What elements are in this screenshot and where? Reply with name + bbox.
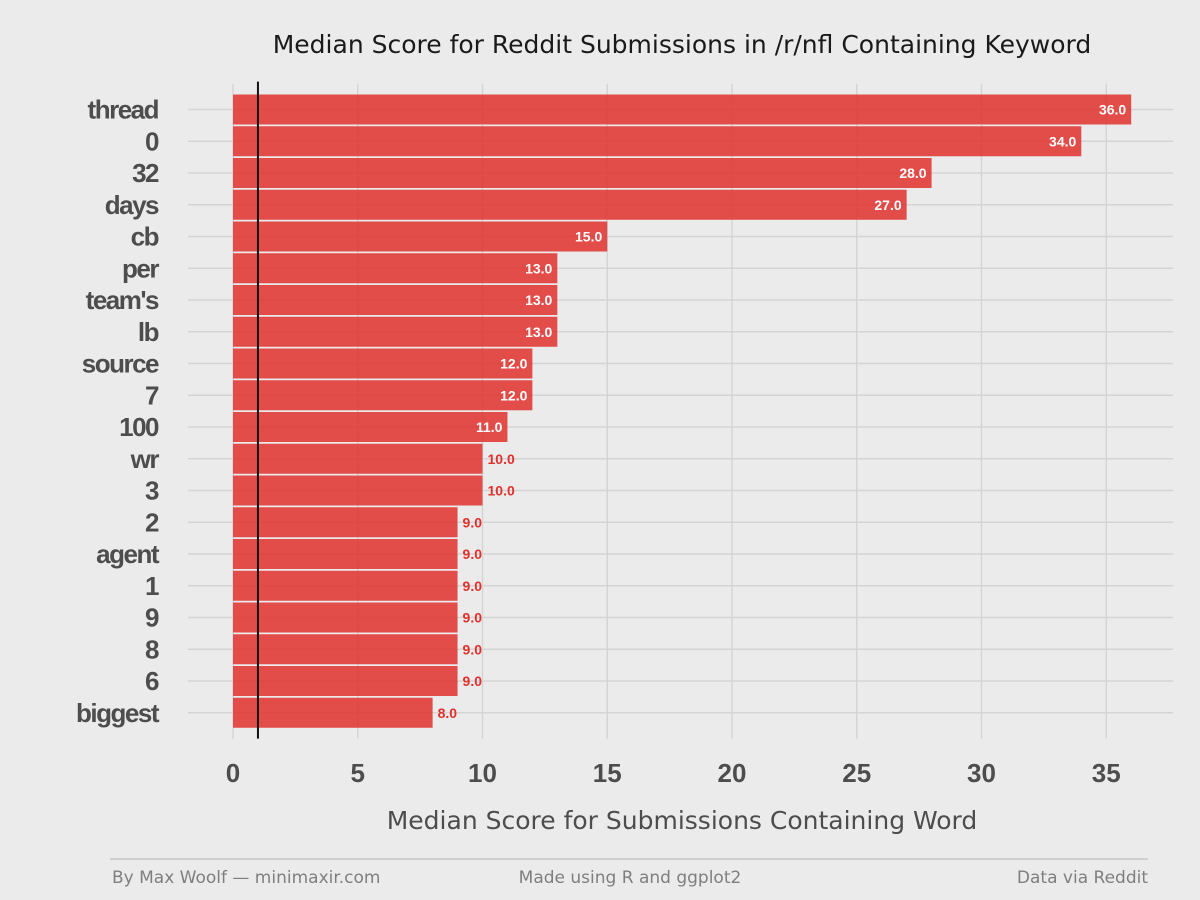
bar <box>233 507 458 538</box>
y-tick-label: biggest <box>76 698 160 728</box>
x-axis-tick-labels: 0 5 10 15 20 25 30 35 <box>226 758 1121 788</box>
y-axis-labels: thread032dayscbperteam'slbsource7100wr32… <box>76 95 161 728</box>
footer-tool: Made using R and ggplot2 <box>519 868 742 888</box>
x-tick-label: 5 <box>351 758 365 788</box>
bar-value-label: 11.0 <box>476 419 503 435</box>
bar <box>233 253 558 284</box>
bar-value-label: 10.0 <box>488 451 515 467</box>
x-tick-label: 35 <box>1092 758 1121 788</box>
y-tick-label: 3 <box>145 476 159 506</box>
bar-value-label: 9.0 <box>463 514 483 530</box>
y-tick-label: cb <box>131 222 159 252</box>
y-tick-label: source <box>82 349 159 379</box>
bar <box>233 126 1082 157</box>
bar-value-label: 10.0 <box>488 483 515 499</box>
y-tick-label: 7 <box>145 380 159 410</box>
bar-value-labels: 36.0 34.0 28.0 27.0 15.0 13.0 13.0 13.0 12.0 12.0… <box>438 102 1127 721</box>
bar-value-label: 9.0 <box>463 546 483 562</box>
bar <box>233 443 483 474</box>
bar-value-label: 36.0 <box>1099 102 1126 118</box>
y-tick-label: 2 <box>145 507 159 537</box>
y-tick-label: wr <box>130 444 160 474</box>
bar-value-label: 27.0 <box>874 197 901 213</box>
bars <box>233 94 1132 728</box>
y-tick-label: team's <box>86 285 159 315</box>
y-tick-label: 9 <box>145 603 159 633</box>
x-tick-label: 10 <box>468 758 497 788</box>
bar-value-label: 9.0 <box>463 578 483 594</box>
bar <box>233 412 508 442</box>
bar <box>233 666 458 696</box>
y-tick-label: 0 <box>145 126 159 156</box>
bar-value-label: 13.0 <box>525 260 552 276</box>
y-tick-label: lb <box>138 317 159 347</box>
bar <box>233 602 458 633</box>
bar <box>233 634 458 665</box>
x-axis-title: Median Score for Submissions Containing … <box>387 806 978 835</box>
bar <box>233 94 1132 125</box>
bar-value-label: 9.0 <box>463 641 483 657</box>
bar <box>233 697 433 728</box>
x-tick-label: 15 <box>593 758 622 788</box>
bar-value-label: 9.0 <box>463 610 483 626</box>
y-tick-label: 1 <box>145 571 159 601</box>
y-tick-label: 100 <box>119 412 159 442</box>
bar <box>233 348 533 379</box>
y-tick-label: per <box>122 253 159 283</box>
bar-value-label: 34.0 <box>1049 133 1076 149</box>
bar-value-label: 8.0 <box>438 705 458 721</box>
y-tick-label: 6 <box>145 666 159 696</box>
bar-value-label: 12.0 <box>500 387 527 403</box>
bar <box>233 380 533 411</box>
x-tick-label: 0 <box>226 758 240 788</box>
bar-value-label: 13.0 <box>525 324 552 340</box>
bar-value-label: 15.0 <box>575 229 602 245</box>
y-tick-label: days <box>105 190 159 220</box>
bar <box>233 539 458 569</box>
bar-value-label: 9.0 <box>463 673 483 689</box>
x-tick-label: 20 <box>718 758 747 788</box>
y-tick-label: thread <box>88 95 159 125</box>
footer-credit: By Max Woolf — minimaxir.com <box>112 868 381 888</box>
bar-value-label: 28.0 <box>899 165 926 181</box>
y-tick-label: agent <box>96 539 160 569</box>
x-tick-label: 25 <box>842 758 871 788</box>
bar <box>233 475 483 506</box>
chart-title: Median Score for Reddit Submissions in /… <box>273 30 1092 59</box>
bar <box>233 316 558 347</box>
y-tick-label: 32 <box>132 158 159 188</box>
bar <box>233 570 458 601</box>
bar-value-label: 13.0 <box>525 292 552 308</box>
y-tick-label: 8 <box>145 634 159 664</box>
footer-source: Data via Reddit <box>1017 868 1148 888</box>
x-tick-label: 30 <box>967 758 996 788</box>
bar <box>233 158 932 188</box>
bar-value-label: 12.0 <box>500 356 527 372</box>
bar <box>233 221 608 252</box>
bar <box>233 285 558 315</box>
bar <box>233 189 907 220</box>
